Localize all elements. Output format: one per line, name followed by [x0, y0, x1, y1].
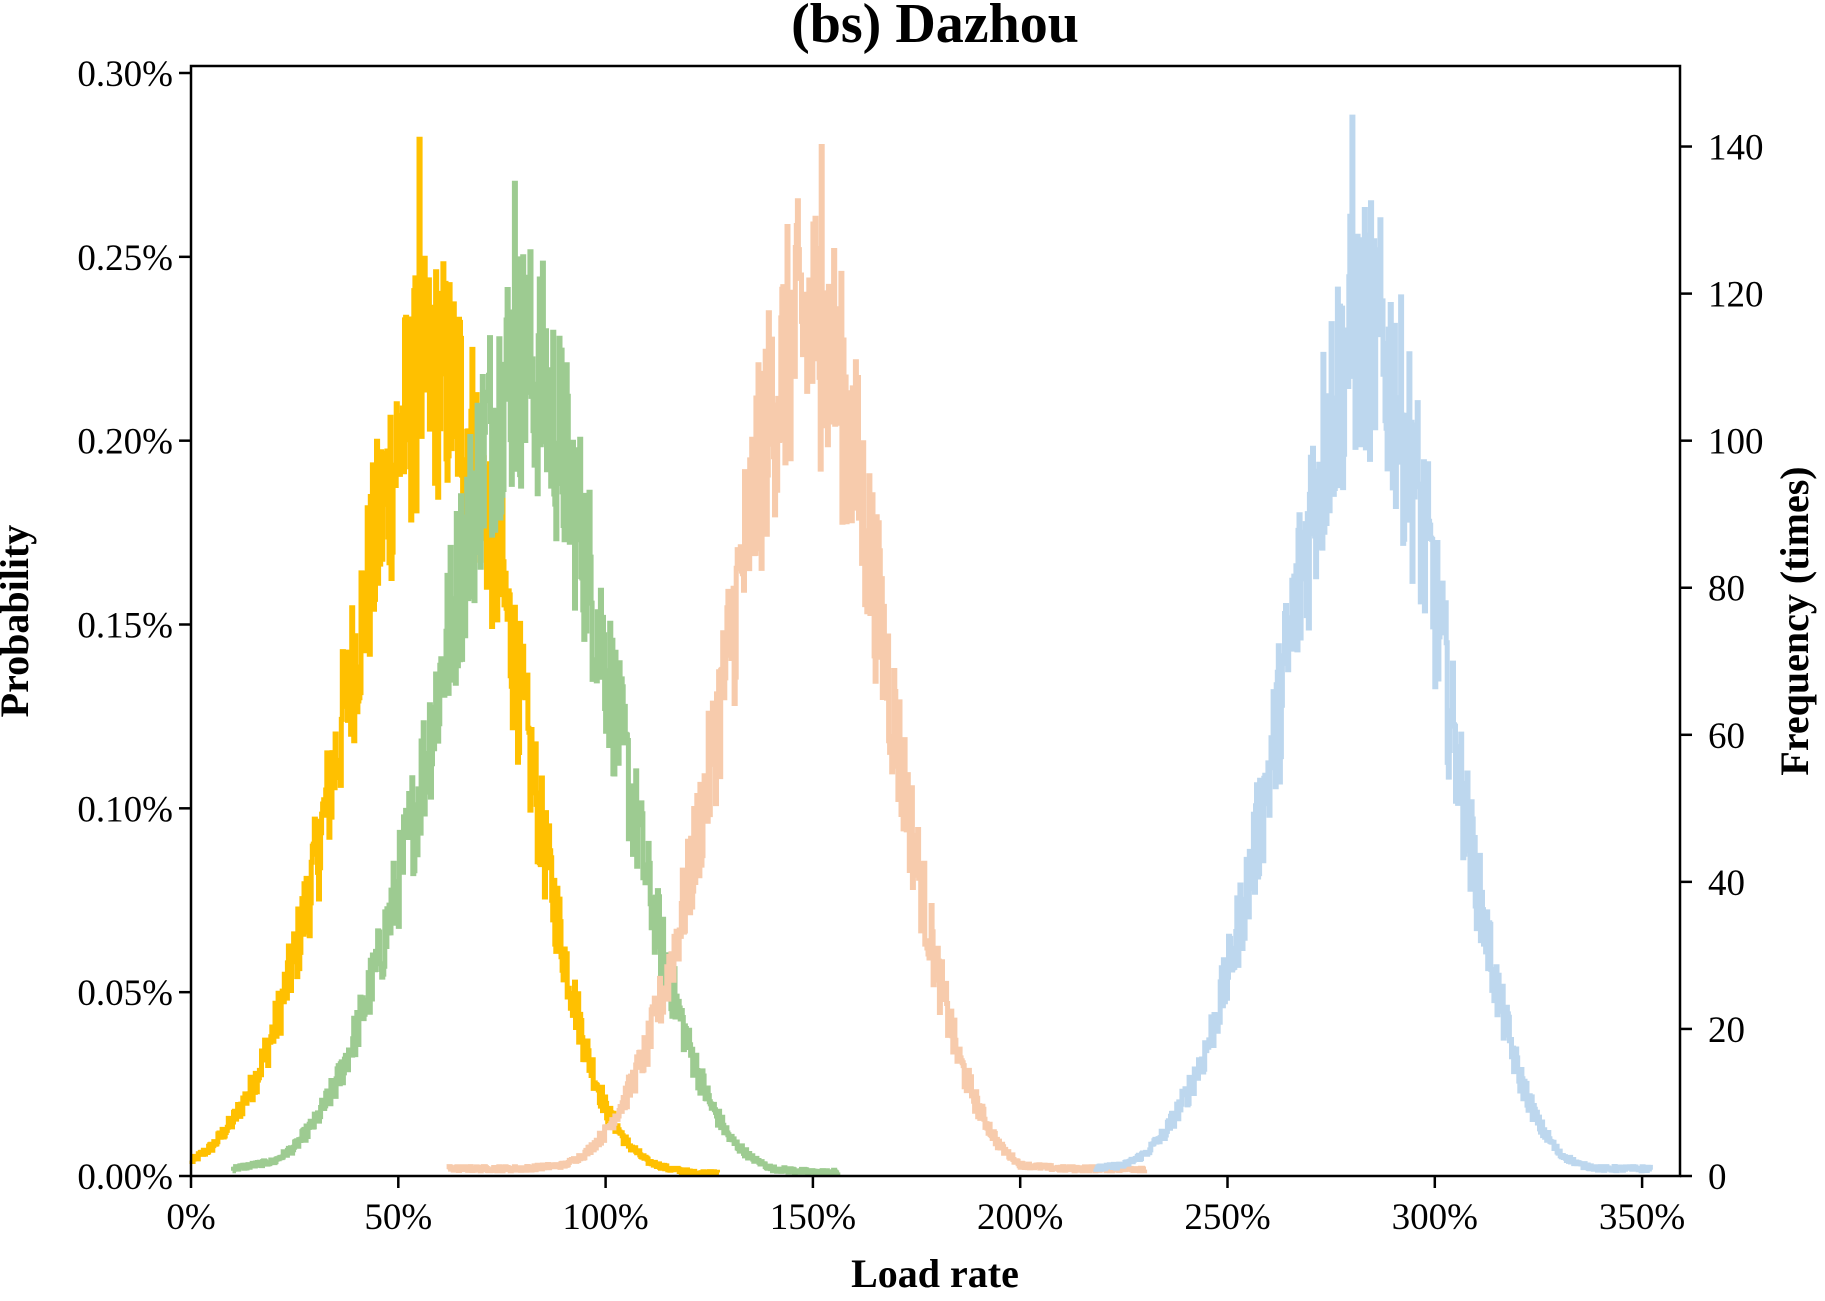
plot-frame — [189, 64, 1682, 1178]
y-right-tick-label: 0 — [1708, 1157, 1727, 1198]
chart-title: (bs) Dazhou — [791, 0, 1079, 55]
y-right-tick-label: 20 — [1708, 1010, 1745, 1051]
y-right-tick-label: 60 — [1708, 716, 1745, 757]
series-line-3 — [446, 144, 1148, 1174]
series-line-2 — [231, 180, 841, 1177]
series-line-1 — [189, 136, 720, 1177]
x-tick-label: 150% — [770, 1197, 856, 1238]
y-right-tick-label: 120 — [1708, 275, 1764, 316]
y-right-tick-label: 40 — [1708, 863, 1745, 904]
y-tick-label: 0.00% — [77, 1157, 173, 1198]
x-axis-label: Load rate — [851, 1251, 1019, 1296]
series-line-4 — [1093, 114, 1653, 1174]
y-tick-label: 0.20% — [77, 422, 173, 463]
y-axis-label: Probability — [0, 525, 37, 718]
y-right-tick-label: 140 — [1708, 128, 1764, 169]
y-tick-label: 0.10% — [77, 789, 173, 830]
x-tick-label: 0% — [166, 1197, 215, 1238]
x-tick-label: 350% — [1599, 1197, 1685, 1238]
x-tick-label: 200% — [977, 1197, 1063, 1238]
y-tick-label: 0.15% — [77, 606, 173, 647]
y-tick-label: 0.30% — [77, 54, 173, 95]
y-tick-label: 0.05% — [77, 973, 173, 1014]
y-right-tick-label: 100 — [1708, 422, 1764, 463]
axes-layer: 0% 50% 100% 150% 200% 250% 300% 350% 0.00% 0.05% 0… — [77, 54, 1763, 1238]
y-tick-label: 0.25% — [77, 238, 173, 279]
y-right-axis-label: Frequency (times) — [1772, 466, 1817, 775]
x-tick-label: 100% — [562, 1197, 648, 1238]
x-tick-label: 250% — [1184, 1197, 1270, 1238]
series-layer — [189, 114, 1653, 1177]
y-right-tick-label: 80 — [1708, 569, 1745, 610]
x-tick-label: 300% — [1392, 1197, 1478, 1238]
x-tick-label: 50% — [364, 1197, 432, 1238]
